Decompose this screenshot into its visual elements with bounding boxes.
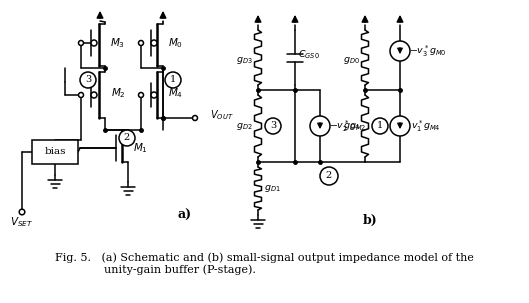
Text: $C_{GS0}$: $C_{GS0}$ — [298, 49, 320, 61]
Circle shape — [390, 41, 410, 61]
Text: b): b) — [362, 214, 377, 227]
Circle shape — [372, 118, 388, 134]
Text: 2: 2 — [124, 134, 130, 142]
Text: 3: 3 — [270, 122, 276, 131]
Circle shape — [139, 92, 143, 98]
Circle shape — [91, 40, 97, 46]
Text: $V_{OUT}$: $V_{OUT}$ — [210, 108, 234, 122]
Circle shape — [78, 92, 84, 98]
Text: $g_{D4}$: $g_{D4}$ — [342, 121, 360, 132]
Text: 1: 1 — [377, 122, 383, 131]
Circle shape — [91, 92, 97, 98]
Text: a): a) — [178, 208, 192, 221]
Text: 1: 1 — [170, 75, 176, 85]
Circle shape — [19, 209, 25, 215]
Circle shape — [265, 118, 281, 134]
Text: $g_{D3}$: $g_{D3}$ — [235, 55, 252, 65]
Text: $g_{D2}$: $g_{D2}$ — [235, 121, 252, 132]
Text: $-v_2^*g_{M2}$: $-v_2^*g_{M2}$ — [329, 118, 367, 134]
Text: $-v_3^*g_{M0}$: $-v_3^*g_{M0}$ — [409, 43, 447, 58]
Circle shape — [78, 41, 84, 45]
Text: $M_0$: $M_0$ — [168, 36, 184, 50]
Text: unity-gain buffer (P-stage).: unity-gain buffer (P-stage). — [104, 265, 256, 275]
Circle shape — [310, 116, 330, 136]
Text: $M_4$: $M_4$ — [168, 86, 184, 100]
Text: 2: 2 — [326, 171, 332, 181]
Text: $g_{D0}$: $g_{D0}$ — [343, 55, 359, 65]
Text: $M_1$: $M_1$ — [133, 141, 148, 155]
Circle shape — [80, 72, 96, 88]
Text: $g_{D1}$: $g_{D1}$ — [263, 182, 280, 194]
Bar — [32, 140, 78, 164]
Circle shape — [119, 130, 135, 146]
Circle shape — [320, 167, 338, 185]
Circle shape — [139, 41, 143, 45]
Text: $M_3$: $M_3$ — [111, 36, 125, 50]
Text: Fig. 5.   (a) Schematic and (b) small-signal output impedance model of the: Fig. 5. (a) Schematic and (b) small-sign… — [54, 253, 473, 263]
Text: $v_1^*g_{M4}$: $v_1^*g_{M4}$ — [411, 118, 441, 134]
Circle shape — [193, 115, 197, 121]
Circle shape — [151, 40, 157, 46]
Text: $V_{SET}$: $V_{SET}$ — [11, 215, 34, 229]
Circle shape — [151, 92, 157, 98]
Text: $M_2$: $M_2$ — [111, 86, 125, 100]
Text: bias: bias — [44, 148, 66, 157]
Circle shape — [390, 116, 410, 136]
Text: 3: 3 — [85, 75, 91, 85]
Circle shape — [165, 72, 181, 88]
